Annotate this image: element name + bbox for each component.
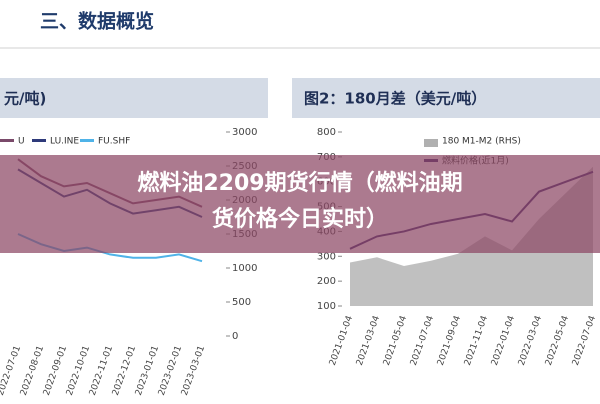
x-tick-label: 2021-11-04: [463, 314, 490, 367]
x-tick-label: 2021-05-04: [382, 314, 409, 367]
legend-label: 180 M1-M2 (RHS): [442, 137, 521, 147]
x-tick-label: 2022-10-01: [65, 344, 92, 397]
x-tick-label: 2021-09-04: [436, 314, 463, 367]
x-tick-label: 2021-01-04: [328, 314, 355, 367]
legend-swatch: [32, 139, 46, 142]
legend-swatch: [0, 139, 14, 142]
x-tick-label: 2022-08-01: [19, 344, 46, 397]
x-tick-label: 2023-02-01: [157, 344, 184, 397]
y-tick-label: 0: [232, 331, 238, 342]
chart-title: 图2：180月差（美元/吨）: [304, 90, 486, 108]
x-tick-label: 2022-05-04: [544, 314, 571, 367]
chart-title: 元/吨): [4, 90, 46, 108]
x-tick-label: 2022-12-01: [111, 344, 138, 397]
x-tick-label: 2023-01-01: [134, 344, 161, 397]
legend-label: LU.INE: [50, 137, 79, 147]
legend-label: U: [18, 137, 25, 147]
y-tick-label: 500: [232, 297, 251, 308]
x-tick-label: 2022-01-04: [490, 314, 517, 367]
header-title: 三、数据概览: [40, 10, 154, 33]
x-tick-label: 2023-03-01: [180, 344, 207, 397]
overlay-title: 货价格今日实时）: [212, 206, 388, 232]
y-tick-label: 200: [317, 276, 336, 287]
y-tick-label: 300: [317, 251, 336, 262]
y-tick-label: 3000: [232, 127, 257, 138]
panel-title-bg: [0, 78, 268, 118]
y-tick-label: 1000: [232, 263, 257, 274]
y-tick-label: 800: [317, 127, 336, 138]
x-tick-label: 2022-09-01: [42, 344, 69, 397]
overlay-band: [0, 155, 600, 253]
x-tick-label: 2021-03-04: [355, 314, 382, 367]
legend-swatch: [80, 139, 94, 142]
x-tick-label: 2022-07-04: [571, 314, 598, 367]
x-tick-label: 2022-03-04: [517, 314, 544, 367]
x-tick-label: 2021-07-04: [409, 314, 436, 367]
panel-title-bg: [292, 78, 600, 118]
legend-label: FU.SHF: [98, 137, 130, 147]
overlay-title: 燃料油2209期货行情（燃料油期: [137, 170, 462, 196]
legend-swatch: [424, 139, 438, 147]
y-tick-label: 100: [317, 301, 336, 312]
x-tick-label: 2022-11-01: [88, 344, 115, 397]
area: [350, 166, 593, 306]
